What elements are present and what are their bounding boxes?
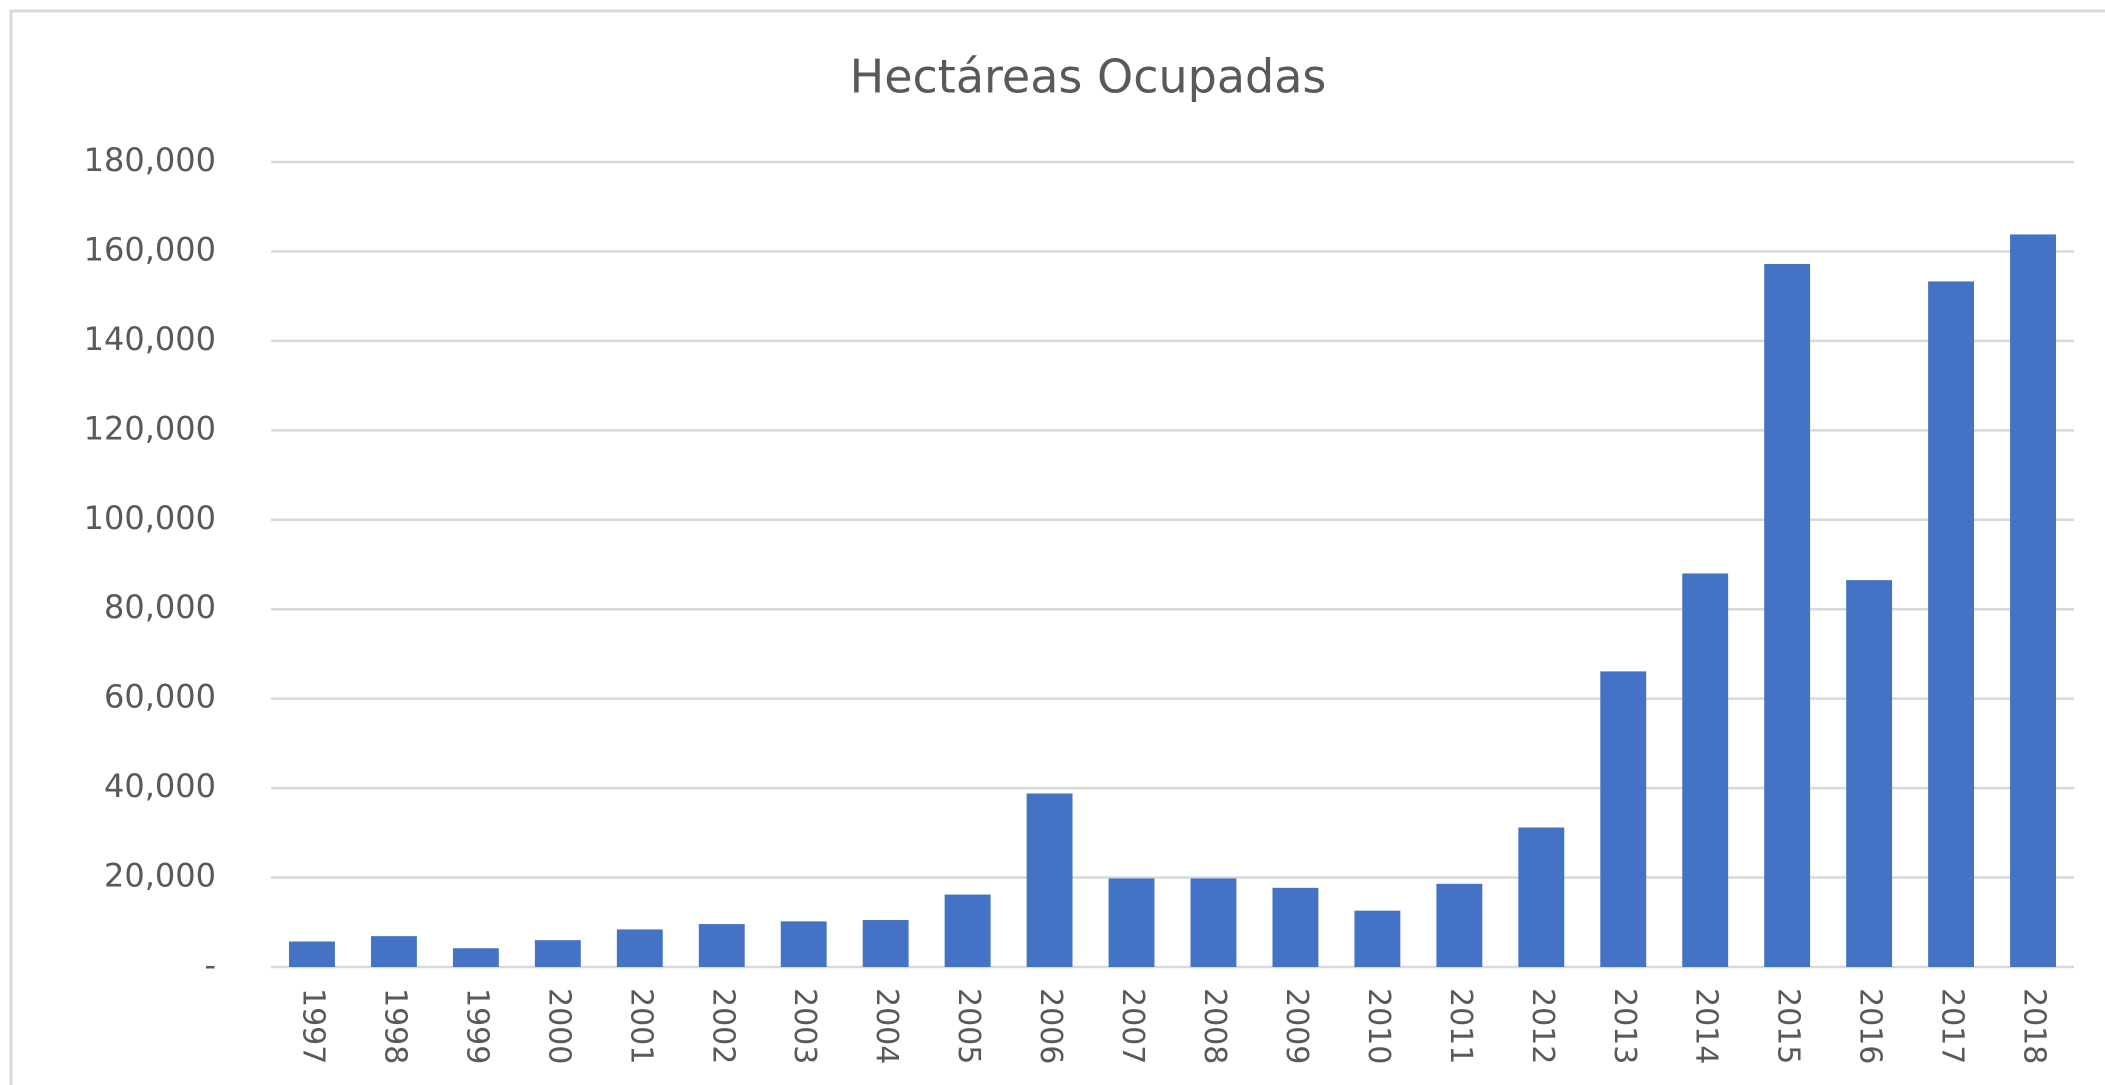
y-tick-label: 40,000: [104, 767, 216, 805]
y-tick-label: -: [204, 946, 216, 984]
bar: [780, 921, 827, 967]
y-tick-label: 100,000: [84, 499, 216, 537]
y-tick-label: 60,000: [104, 678, 216, 716]
x-tick-label: 2016: [1853, 988, 1888, 1064]
bar: [1518, 827, 1565, 967]
bar: [1600, 671, 1647, 967]
bar: [698, 924, 745, 967]
bar: [862, 920, 909, 967]
bar: [616, 929, 663, 967]
y-tick-label: 120,000: [84, 409, 216, 447]
bar: [289, 941, 335, 967]
x-tick-label: 2018: [2017, 988, 2052, 1064]
x-tick-label: 2017: [1935, 988, 1970, 1064]
x-tick-label: 1997: [295, 988, 330, 1064]
bar: [452, 948, 499, 967]
x-tick-label: 2001: [623, 988, 658, 1064]
bar: [1764, 263, 1811, 967]
bar: [1190, 878, 1237, 967]
bar: [944, 894, 991, 967]
x-tick-label: 2002: [705, 988, 740, 1064]
bar: [370, 936, 417, 967]
x-tick-label: 2011: [1443, 988, 1478, 1064]
y-tick-label: 20,000: [104, 857, 216, 895]
bar: [1928, 281, 1975, 967]
x-tick-label: 2007: [1115, 988, 1150, 1064]
x-tick-label: 2014: [1689, 988, 1724, 1064]
bar: [2010, 234, 2056, 967]
y-tick-label: 180,000: [84, 141, 216, 179]
x-tick-label: 2013: [1607, 988, 1642, 1064]
bar: [1026, 793, 1073, 967]
x-tick-label: 2015: [1771, 988, 1806, 1064]
chart-title: Hectáreas Ocupadas: [850, 50, 1327, 104]
bar: [1846, 580, 1893, 967]
bar: [1436, 883, 1483, 967]
y-tick-label: 140,000: [84, 320, 216, 358]
y-tick-label: 160,000: [84, 230, 216, 268]
x-tick-label: 2004: [869, 988, 904, 1064]
y-tick-label: 80,000: [104, 588, 216, 626]
x-tick-label: 2008: [1197, 988, 1232, 1064]
bar: [1108, 878, 1155, 967]
x-tick-label: 2000: [541, 988, 576, 1064]
x-tick-label: 1999: [459, 988, 494, 1064]
x-tick-label: 2010: [1361, 988, 1396, 1064]
x-tick-label: 2006: [1033, 988, 1068, 1064]
bar: [1272, 887, 1319, 967]
x-tick-label: 2003: [787, 988, 822, 1064]
x-tick-label: 1998: [377, 988, 412, 1064]
x-tick-label: 2012: [1525, 988, 1560, 1064]
x-tick-label: 2005: [951, 988, 986, 1064]
bar: [1354, 910, 1401, 967]
x-tick-label: 2009: [1279, 988, 1314, 1064]
bar: [534, 940, 581, 967]
bar: [1682, 573, 1729, 967]
